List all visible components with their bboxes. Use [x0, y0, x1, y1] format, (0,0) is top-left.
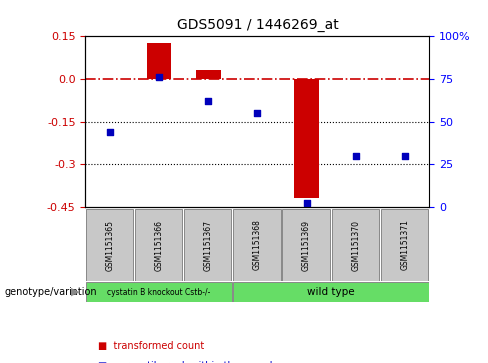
FancyBboxPatch shape: [381, 209, 428, 281]
Point: [204, 98, 212, 104]
Text: GSM1151367: GSM1151367: [204, 220, 213, 270]
FancyBboxPatch shape: [135, 209, 182, 281]
FancyBboxPatch shape: [233, 209, 281, 281]
Point: [254, 110, 262, 116]
Text: GSM1151365: GSM1151365: [105, 220, 115, 270]
FancyBboxPatch shape: [184, 209, 231, 281]
Text: GSM1151370: GSM1151370: [351, 220, 360, 270]
FancyBboxPatch shape: [332, 209, 379, 281]
Point: [303, 201, 310, 207]
Text: GSM1151369: GSM1151369: [302, 220, 311, 270]
Point: [106, 129, 114, 135]
Text: ■  transformed count: ■ transformed count: [98, 340, 204, 351]
Point: [401, 153, 409, 159]
Title: GDS5091 / 1446269_at: GDS5091 / 1446269_at: [177, 19, 338, 33]
Text: GSM1151366: GSM1151366: [155, 220, 163, 270]
Text: ■  percentile rank within the sample: ■ percentile rank within the sample: [98, 360, 278, 363]
FancyBboxPatch shape: [86, 209, 133, 281]
Text: genotype/variation: genotype/variation: [5, 287, 98, 297]
Bar: [196, 70, 221, 79]
Text: ▶: ▶: [71, 287, 80, 297]
Bar: [294, 79, 319, 198]
Point: [155, 74, 163, 80]
Text: wild type: wild type: [307, 287, 355, 297]
FancyBboxPatch shape: [233, 282, 429, 302]
Text: cystatin B knockout Cstb-/-: cystatin B knockout Cstb-/-: [107, 287, 211, 297]
Bar: [147, 44, 171, 79]
FancyBboxPatch shape: [86, 282, 232, 302]
Point: [352, 153, 360, 159]
Text: GSM1151371: GSM1151371: [400, 220, 409, 270]
Text: GSM1151368: GSM1151368: [253, 220, 262, 270]
FancyBboxPatch shape: [283, 209, 330, 281]
